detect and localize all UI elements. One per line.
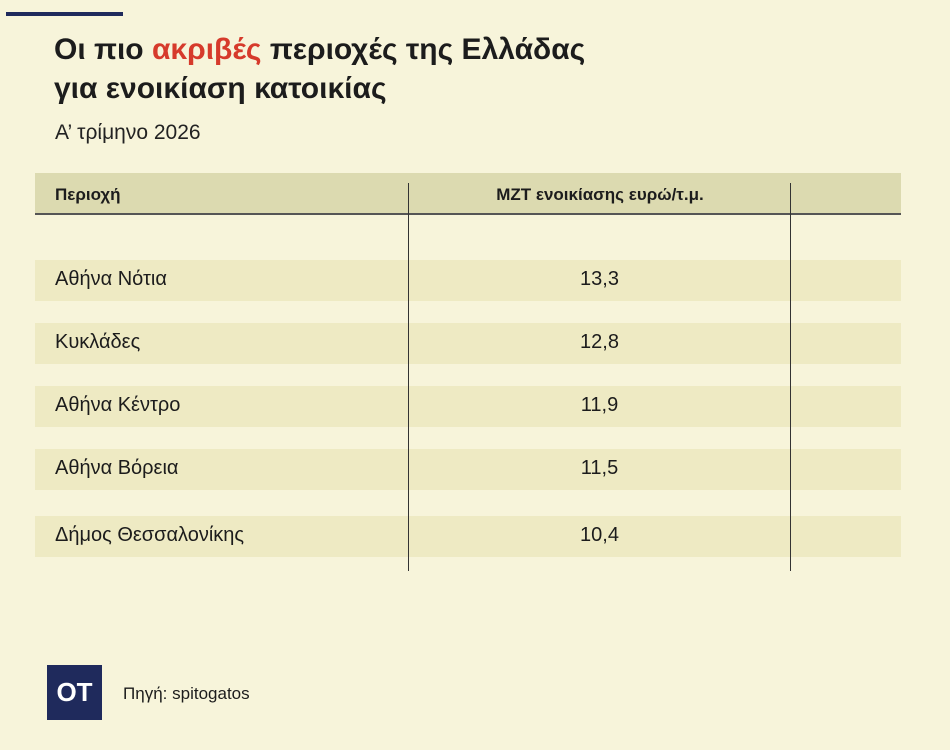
row-region: Δήμος Θεσσαλονίκης [55,524,245,546]
title-highlight: ακριβές [151,33,262,66]
row-value: 11,5 [580,457,619,479]
ot-logo: ΟΤ [47,665,102,720]
row-region: Αθήνα Κέντρο [55,394,181,416]
table-header: Περιοχή ΜΖΤ ενοικίασης ευρώ/τ.μ. [35,173,901,215]
table-row: Δήμος Θεσσαλονίκης 10,4 [35,516,901,557]
chart-subtitle: Α’ τρίμηνο 2026 [55,121,201,144]
row-region: Αθήνα Νότια [55,268,167,290]
row-value: 10,4 [580,524,619,546]
table-row: Αθήνα Κέντρο 11,9 [35,386,901,427]
column-header-value: ΜΖΤ ενοικίασης ευρώ/τ.μ. [496,185,704,204]
row-value: 11,9 [580,394,619,416]
source-note: Πηγή: spitogatos [123,684,250,703]
row-region: Κυκλάδες [55,331,141,353]
row-value: 13,3 [580,268,619,290]
column-header-region: Περιοχή [55,185,121,204]
row-value: 12,8 [580,331,619,353]
row-region: Αθήνα Βόρεια [55,457,179,479]
chart-title: Οι πιο ακριβές περιοχές της Ελλάδας για ε… [54,33,586,105]
column-divider-right [790,183,791,571]
table-row: Αθήνα Νότια 13,3 [35,260,901,301]
column-divider-left [408,183,409,571]
table-row: Κυκλάδες 12,8 [35,323,901,364]
top-accent-rule [6,12,123,16]
table-row: Αθήνα Βόρεια 11,5 [35,449,901,490]
data-table: Περιοχή ΜΖΤ ενοικίασης ευρώ/τ.μ. Αθήνα Ν… [35,173,901,573]
